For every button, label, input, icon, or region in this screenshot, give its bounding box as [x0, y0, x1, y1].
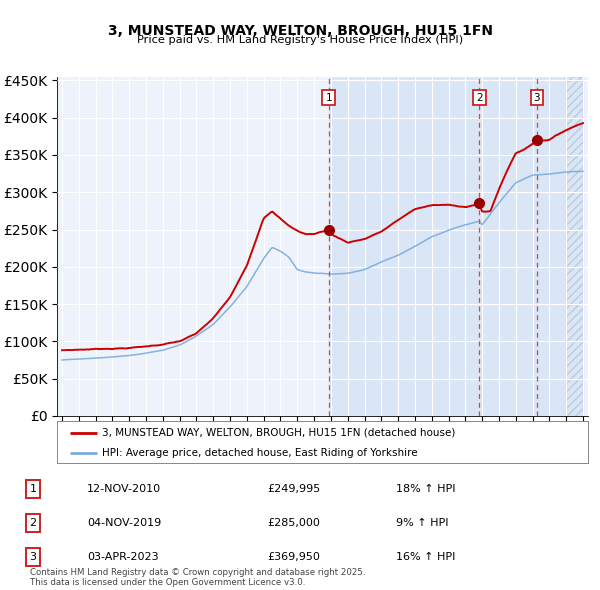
Bar	[329, 77, 583, 416]
Text: £249,995: £249,995	[267, 484, 320, 494]
Text: 2: 2	[29, 519, 37, 528]
Text: 1: 1	[29, 484, 37, 494]
Text: 04-NOV-2019: 04-NOV-2019	[87, 519, 161, 528]
Bar	[566, 77, 583, 416]
Text: HPI: Average price, detached house, East Riding of Yorkshire: HPI: Average price, detached house, East…	[102, 448, 418, 457]
Bar	[566, 77, 583, 416]
Text: 1: 1	[325, 93, 332, 103]
Text: 2: 2	[476, 93, 483, 103]
Text: Contains HM Land Registry data © Crown copyright and database right 2025.
This d: Contains HM Land Registry data © Crown c…	[30, 568, 365, 587]
Text: 3: 3	[29, 552, 37, 562]
Text: £369,950: £369,950	[267, 552, 320, 562]
Text: 3, MUNSTEAD WAY, WELTON, BROUGH, HU15 1FN: 3, MUNSTEAD WAY, WELTON, BROUGH, HU15 1F…	[107, 24, 493, 38]
Text: 16% ↑ HPI: 16% ↑ HPI	[396, 552, 455, 562]
Text: £285,000: £285,000	[267, 519, 320, 528]
Text: 3, MUNSTEAD WAY, WELTON, BROUGH, HU15 1FN (detached house): 3, MUNSTEAD WAY, WELTON, BROUGH, HU15 1F…	[102, 428, 455, 438]
Text: 18% ↑ HPI: 18% ↑ HPI	[396, 484, 455, 494]
Text: 3: 3	[533, 93, 540, 103]
Text: 9% ↑ HPI: 9% ↑ HPI	[396, 519, 449, 528]
Text: Price paid vs. HM Land Registry's House Price Index (HPI): Price paid vs. HM Land Registry's House …	[137, 35, 463, 45]
Text: 12-NOV-2010: 12-NOV-2010	[87, 484, 161, 494]
Text: 03-APR-2023: 03-APR-2023	[87, 552, 158, 562]
